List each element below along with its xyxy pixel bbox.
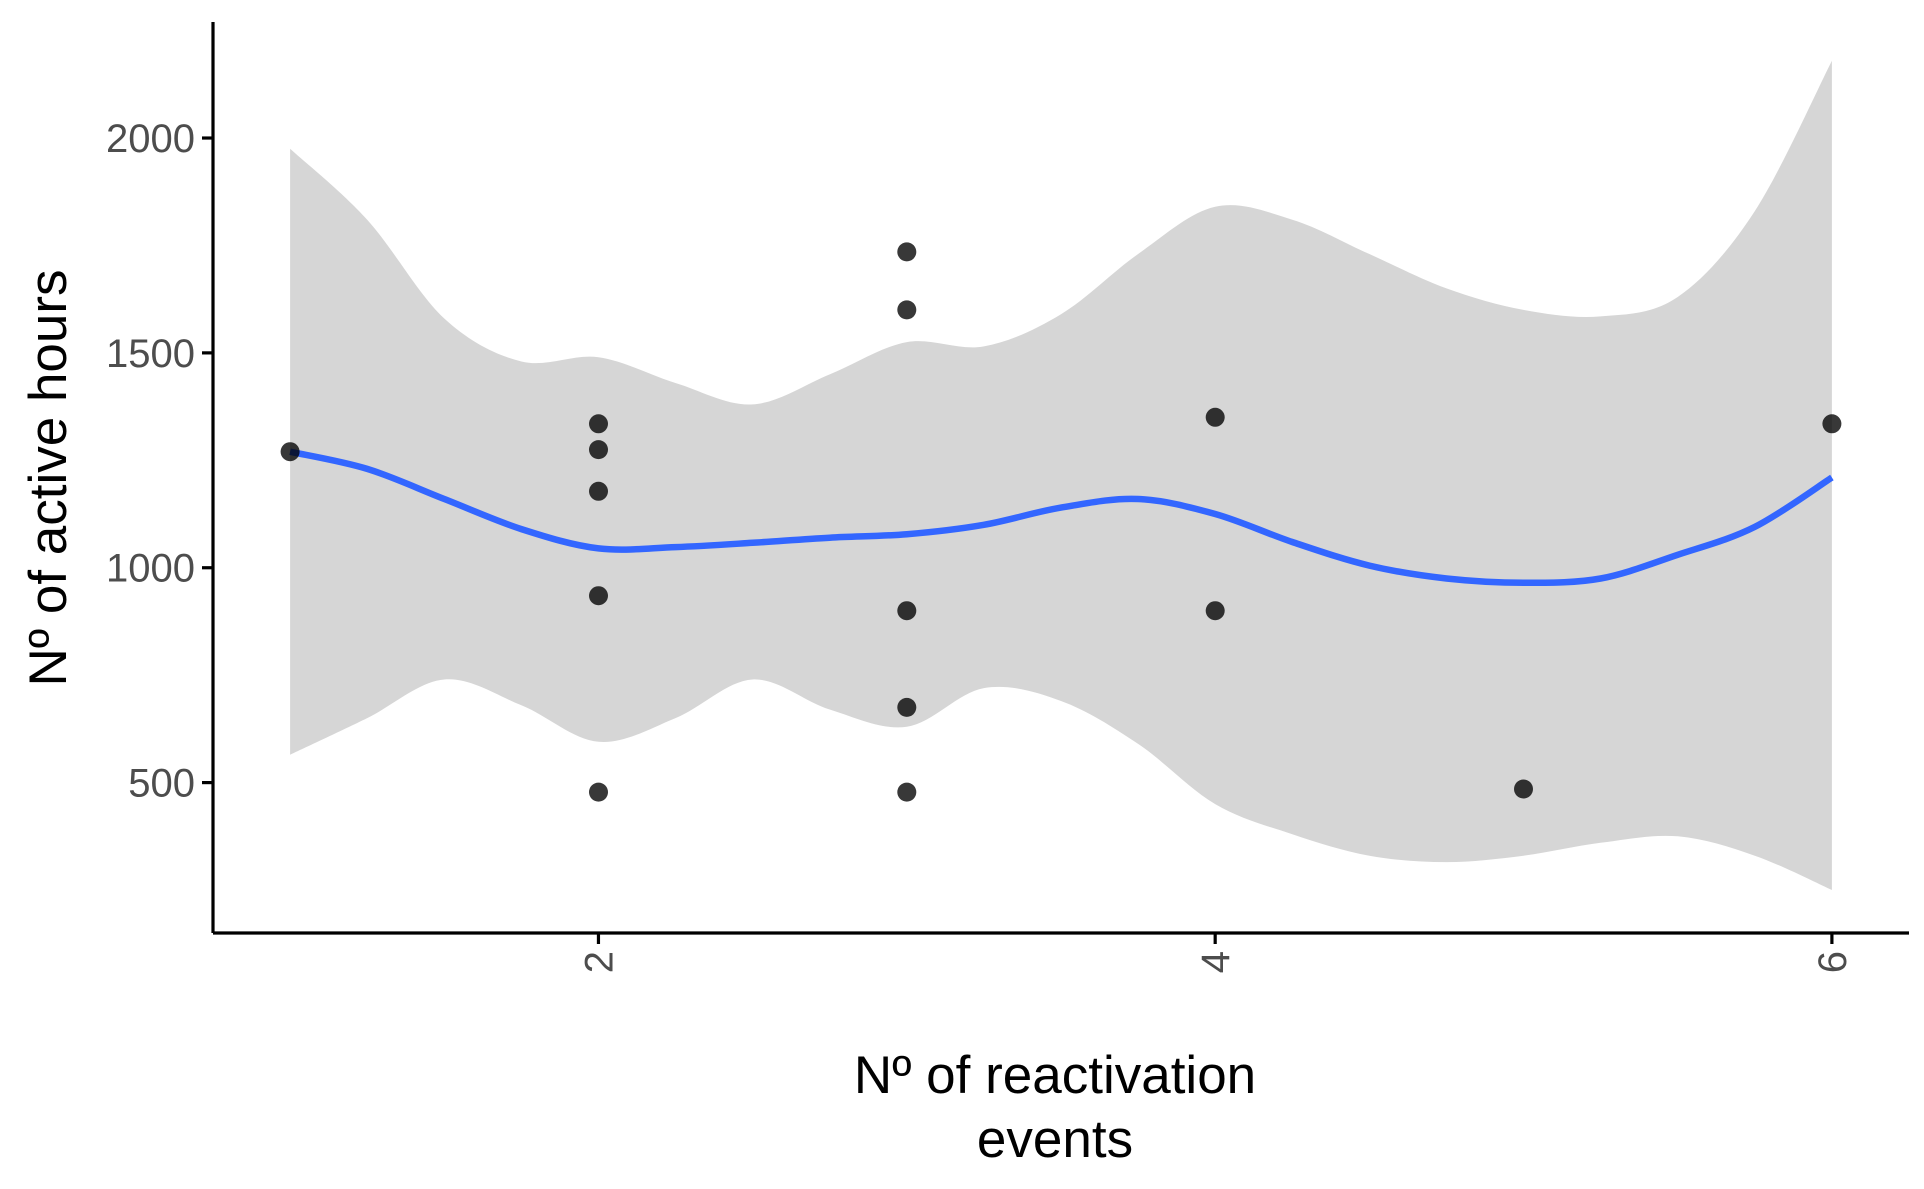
y-axis-title: Nº of active hours (19, 269, 78, 686)
data-point-2 (589, 414, 608, 434)
y-tick-label-2000: 2000 (106, 117, 195, 161)
points-layer (280, 242, 1842, 802)
data-point-7 (897, 242, 917, 262)
y-tick-label-1000: 1000 (106, 547, 195, 591)
data-point-1 (280, 442, 300, 462)
x-tick-label-6: 6 (1811, 951, 1855, 973)
y-tick-label-500: 500 (128, 762, 195, 806)
data-point-15 (1822, 414, 1842, 434)
confidence-band-layer (290, 60, 1832, 890)
data-point-9 (897, 601, 917, 621)
data-point-3 (589, 440, 608, 460)
data-point-13 (1205, 601, 1225, 621)
data-point-10 (897, 697, 917, 717)
x-axis-title-line-1: Nº of reactivation (854, 1046, 1256, 1105)
smooth-line-layer (289, 448, 1834, 587)
smooth-trend-line (289, 448, 1834, 587)
axes-layer: 500 1000 1500 2000 2 4 6 (106, 22, 1909, 973)
data-point-8 (897, 300, 917, 320)
x-tick-label-4: 4 (1194, 951, 1238, 973)
y-tick-label-1500: 1500 (106, 332, 195, 376)
data-point-11 (897, 782, 917, 802)
data-point-5 (589, 586, 608, 606)
x-axis-title-line-2: events (977, 1110, 1133, 1169)
data-point-12 (1205, 407, 1225, 427)
data-point-6 (589, 782, 608, 802)
data-point-4 (589, 481, 608, 501)
confidence-band (290, 60, 1832, 890)
data-point-14 (1514, 779, 1533, 799)
x-tick-label-2: 2 (578, 951, 622, 973)
